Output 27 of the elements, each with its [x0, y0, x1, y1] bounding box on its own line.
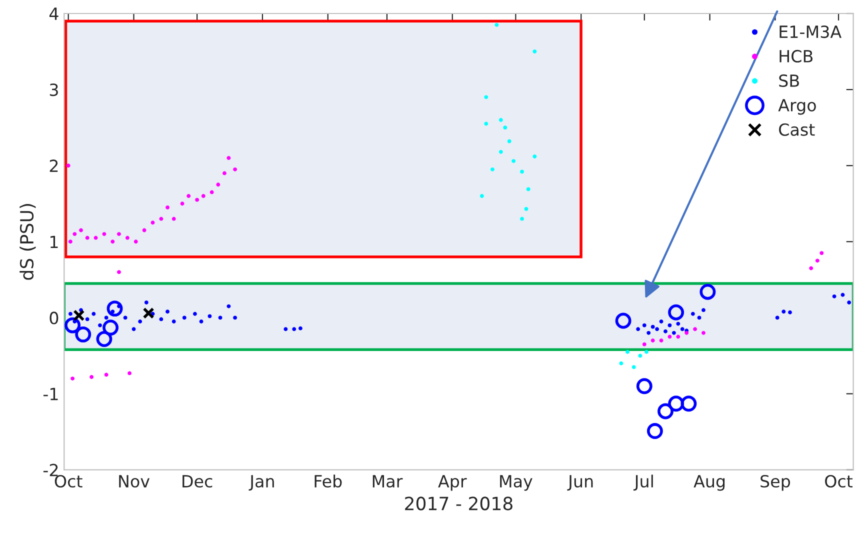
y-tick-label: 2 [50, 160, 58, 172]
legend-label: Cast [779, 123, 815, 136]
x-tick-label: Aug [694, 475, 725, 491]
x-tick-label: Dec [182, 475, 212, 488]
x-tick-label: Nov [119, 475, 150, 488]
x-tick-label: Feb [314, 474, 342, 488]
x-tick-label: Oct [54, 474, 82, 488]
y-tick-label: -2 [43, 464, 58, 476]
y-tick-label: 4 [49, 8, 58, 20]
x-tick-label: Oct [825, 474, 853, 488]
y-tick-label: 1 [50, 236, 58, 248]
x-tick-label: Apr [438, 475, 467, 491]
legend-label: SB [779, 74, 799, 87]
x-tick-label: Mar [372, 475, 403, 488]
x-tick-label: Jan [248, 475, 274, 491]
legend-label: E1-M3A [780, 25, 842, 38]
y-axis-title: dS (PSU) [20, 204, 36, 280]
x-axis-title: 2017 - 2018 [405, 496, 512, 510]
legend-label: Argo [778, 99, 816, 115]
x-tick-label: Jun [567, 475, 593, 491]
x-tick-label: May [500, 475, 532, 491]
y-tick-label: 0 [50, 312, 58, 324]
x-tick-label: Sep [760, 474, 790, 491]
y-tick-label: 3 [50, 84, 58, 96]
legend-label: HCB [780, 50, 813, 63]
x-tick-label: Jul [633, 474, 653, 491]
y-tick-label: -1 [43, 388, 58, 400]
